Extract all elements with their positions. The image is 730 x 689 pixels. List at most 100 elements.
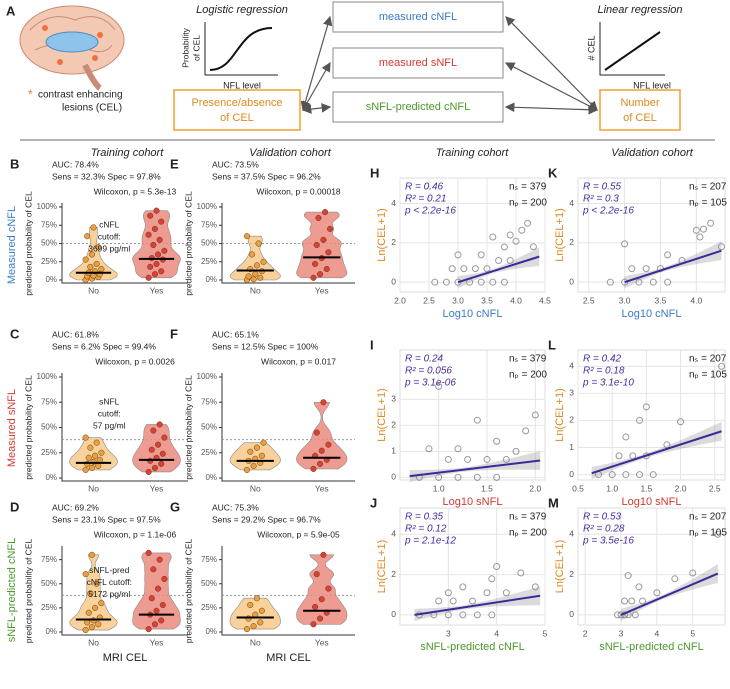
axis-line bbox=[61, 546, 188, 636]
data-point bbox=[529, 243, 537, 251]
y-tick-label: 0 bbox=[569, 609, 574, 619]
y-tick-label: 1 bbox=[569, 442, 574, 452]
y-tick-label: 0% bbox=[45, 275, 57, 284]
data-point bbox=[489, 278, 497, 286]
x-tick-label: 3.0 bbox=[452, 295, 464, 305]
data-point bbox=[317, 615, 324, 622]
data-point bbox=[631, 611, 639, 619]
data-point bbox=[145, 468, 152, 475]
arrow bbox=[302, 61, 331, 112]
data-point bbox=[454, 251, 462, 259]
diagram-title: Linear regression bbox=[598, 4, 683, 16]
plot-area bbox=[399, 177, 546, 293]
data-point bbox=[161, 575, 168, 582]
data-point bbox=[153, 260, 160, 267]
axis-label: Probability bbox=[180, 27, 190, 67]
data-point bbox=[629, 452, 637, 460]
x-tick-label: 2.0 bbox=[675, 483, 687, 493]
data-point bbox=[624, 572, 632, 580]
data-point bbox=[88, 624, 95, 631]
data-point bbox=[93, 439, 100, 446]
data-point bbox=[320, 551, 327, 558]
stat-text: R = 0.42 bbox=[583, 354, 622, 365]
legend-text: lesions (CEL) bbox=[62, 103, 122, 114]
data-point bbox=[615, 452, 623, 460]
y-tick-label: 25% bbox=[41, 448, 57, 457]
axis-line bbox=[61, 373, 188, 482]
data-point bbox=[325, 249, 332, 256]
y-tick-label: 25% bbox=[201, 603, 217, 612]
axis-label: # CEL bbox=[586, 35, 596, 60]
data-point bbox=[248, 251, 255, 258]
data-point bbox=[677, 418, 685, 426]
stat-text: AUC: 78.4% bbox=[52, 159, 99, 169]
y-tick-label: 4 bbox=[569, 528, 574, 538]
x-tick-label: 4.5 bbox=[539, 295, 551, 305]
y-tick-label: 2 bbox=[391, 569, 396, 579]
x-axis-label: Log10 sNFL bbox=[622, 496, 682, 508]
data-point bbox=[506, 231, 514, 239]
stat-text: R = 0.46 bbox=[405, 182, 444, 193]
data-point bbox=[150, 427, 157, 434]
data-point bbox=[489, 233, 497, 241]
data-point bbox=[444, 455, 452, 463]
data-point bbox=[664, 278, 672, 286]
stat-text: Wilcoxon, p = 0.0026 bbox=[95, 356, 175, 366]
data-point bbox=[153, 207, 160, 214]
data-point bbox=[454, 445, 462, 453]
axis-label: of CEL bbox=[191, 35, 201, 61]
sigmoid bbox=[209, 27, 273, 71]
plot-area bbox=[577, 507, 726, 626]
y-tick-label: 2 bbox=[391, 237, 396, 247]
data-point bbox=[243, 626, 250, 633]
data-point bbox=[483, 265, 491, 273]
data-point bbox=[522, 427, 530, 435]
column-title: Validation cohort bbox=[611, 147, 693, 159]
data-point bbox=[663, 441, 671, 449]
data-point bbox=[488, 611, 496, 619]
x-axis-label: Log10 cNFL bbox=[622, 308, 682, 320]
data-point bbox=[671, 575, 679, 583]
data-point bbox=[471, 265, 479, 273]
data-point bbox=[473, 473, 481, 481]
y-tick-label: 0% bbox=[45, 473, 57, 482]
x-tick-label: 1.0 bbox=[606, 483, 618, 493]
x-tick-label: 1.5 bbox=[481, 483, 493, 493]
data-point bbox=[642, 265, 650, 273]
x-axis-label: MRI CEL bbox=[266, 652, 311, 664]
data-point bbox=[444, 589, 452, 597]
data-point bbox=[435, 597, 443, 605]
y-axis-label: Ln(CEL+1) bbox=[376, 208, 388, 262]
data-point bbox=[87, 444, 94, 451]
data-point bbox=[158, 218, 165, 225]
data-point bbox=[318, 447, 325, 454]
y-tick-label: 3 bbox=[569, 388, 574, 398]
data-point bbox=[82, 256, 89, 263]
x-tick-label: No bbox=[88, 285, 99, 295]
y-tick-label: 50% bbox=[201, 579, 217, 588]
box-label: measured sNFL bbox=[379, 57, 457, 69]
confidence-band bbox=[414, 586, 541, 621]
data-point bbox=[258, 452, 265, 459]
data-point bbox=[320, 399, 327, 406]
data-point bbox=[315, 214, 322, 221]
column-title: Training cohort bbox=[436, 147, 509, 159]
panel-letter: E bbox=[170, 156, 179, 171]
count-text: nₛ = 207 bbox=[689, 182, 727, 193]
x-tick-label: 2.5 bbox=[583, 295, 595, 305]
data-point bbox=[483, 455, 491, 463]
stat-text: AUC: 75.3% bbox=[212, 502, 259, 512]
y-tick-label: 75% bbox=[41, 220, 57, 229]
data-point bbox=[158, 617, 165, 624]
x-tick-label: 3.5 bbox=[655, 295, 667, 305]
legend-text: contrast enhancing bbox=[38, 90, 123, 101]
confidence-band bbox=[591, 421, 722, 480]
y-tick-label: 25% bbox=[201, 448, 217, 457]
stat-text: Sens = 6.2% Spec = 99.4% bbox=[52, 341, 156, 351]
data-point bbox=[312, 603, 319, 610]
data-point bbox=[502, 589, 510, 597]
panel-letter: H bbox=[370, 165, 379, 180]
x-tick-label: No bbox=[250, 637, 261, 647]
stat-text: AUC: 65.1% bbox=[212, 329, 259, 339]
data-point bbox=[435, 382, 443, 390]
